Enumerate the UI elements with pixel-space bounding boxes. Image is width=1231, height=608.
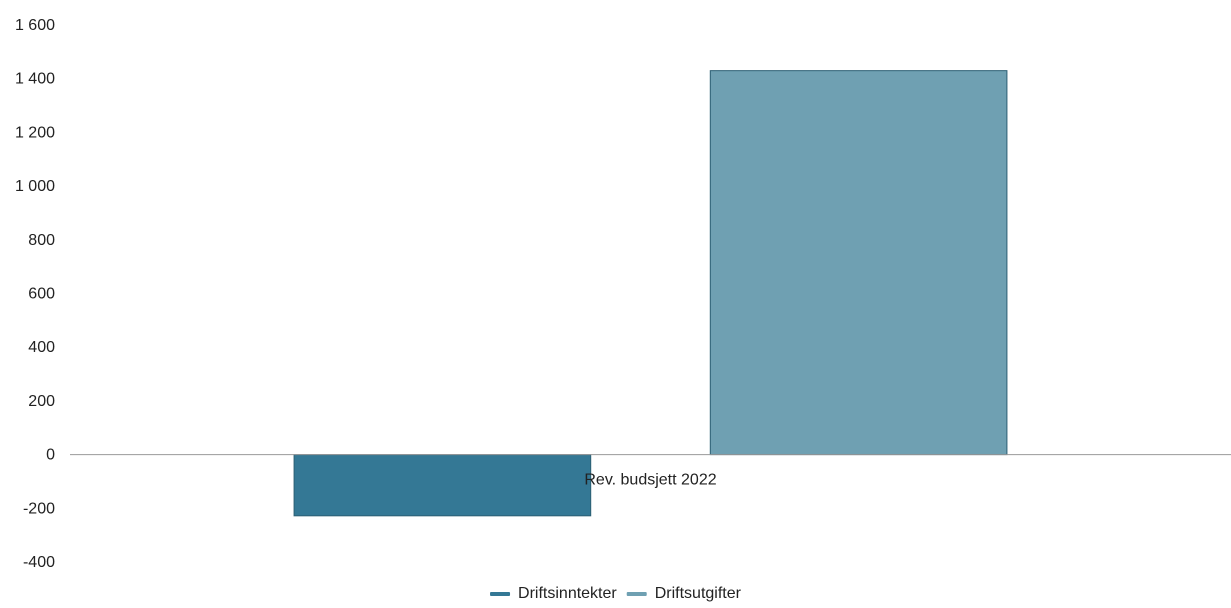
- y-tick-label: -200: [23, 500, 55, 517]
- legend-label-driftsinntekter: Driftsinntekter: [518, 585, 617, 602]
- bars: [293, 70, 1008, 517]
- y-tick-label: 1 600: [15, 17, 55, 34]
- category-labels: Rev. budsjett 2022: [584, 472, 716, 489]
- y-tick-label: 1 200: [15, 124, 55, 141]
- y-tick-label: -400: [23, 554, 55, 571]
- y-tick-label: 1 000: [15, 178, 55, 195]
- legend-swatch-driftsutgifter: [626, 592, 647, 596]
- y-tick-label: 800: [28, 232, 55, 249]
- legend-label-driftsutgifter: Driftsutgifter: [655, 585, 742, 602]
- y-tick-label: 200: [28, 393, 55, 410]
- legend-swatch-driftsinntekter: [490, 592, 511, 596]
- bar-driftsutgifter: [709, 70, 1008, 456]
- y-tick-label: 400: [28, 339, 55, 356]
- y-tick-label: 1 400: [15, 71, 55, 88]
- y-axis-ticks: 1 600 1 400 1 200 1 000 800 600 400 200 0 -200 -40…: [15, 17, 55, 571]
- y-tick-label: 0: [46, 447, 55, 464]
- bar-driftsinntekter: [293, 454, 592, 517]
- x-category-label: Rev. budsjett 2022: [584, 472, 716, 489]
- legend: Driftsinntekter Driftsutgifter: [490, 585, 742, 602]
- y-tick-label: 600: [28, 286, 55, 303]
